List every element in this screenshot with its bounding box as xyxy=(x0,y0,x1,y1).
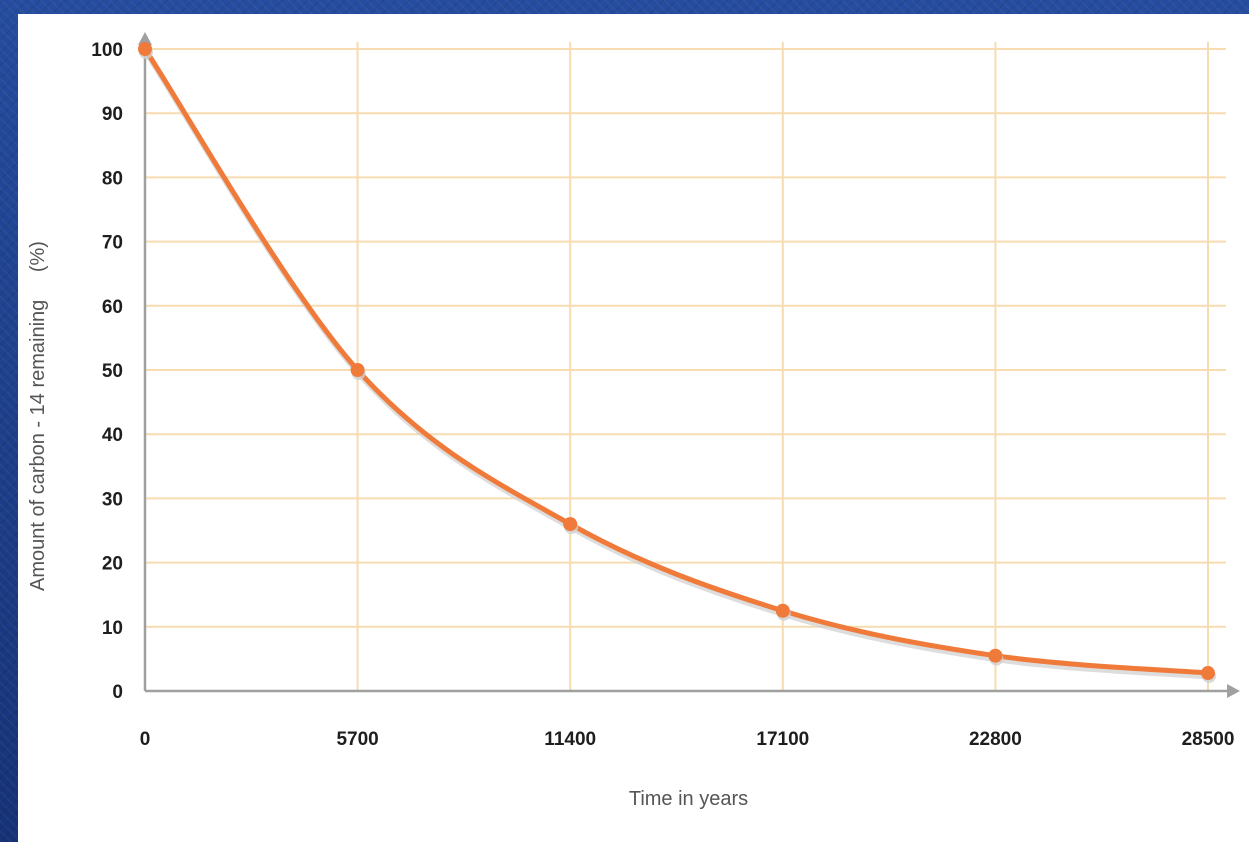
y-tick-label: 90 xyxy=(102,104,123,125)
x-tick-label: 5700 xyxy=(336,729,378,750)
series xyxy=(138,42,1216,684)
data-point xyxy=(988,648,1003,663)
x-tick-labels: 0 5700 11400 17100 22800 28500 xyxy=(140,729,1235,750)
y-tick-label: 60 xyxy=(102,297,123,318)
y-tick-labels: 0 10 20 30 40 50 60 70 80 90 100 xyxy=(91,40,123,703)
x-tick-label: 28500 xyxy=(1182,729,1235,750)
x-tick-label: 0 xyxy=(140,729,151,750)
carbon-decay-chart: 0 10 20 30 40 50 60 70 80 90 100 0 5700 11400 17100 22… xyxy=(27,32,1240,810)
grid xyxy=(145,42,1226,691)
axes xyxy=(138,32,1240,698)
data-point xyxy=(775,603,790,618)
data-point xyxy=(563,517,578,532)
y-axis-arrow-icon xyxy=(138,32,152,45)
y-axis-title-main: Amount of carbon - 14 remaining xyxy=(27,300,49,591)
y-tick-label: 10 xyxy=(102,618,123,639)
y-tick-label: 50 xyxy=(102,361,123,382)
y-tick-label: 20 xyxy=(102,554,123,575)
x-tick-label: 11400 xyxy=(544,729,596,750)
series-line-shadow xyxy=(143,51,1210,680)
y-axis-title-unit: (%) xyxy=(27,241,49,272)
y-axis-title: Amount of carbon - 14 remaining (%) xyxy=(27,241,49,591)
data-point xyxy=(350,363,365,377)
y-tick-label: 80 xyxy=(102,168,123,189)
y-tick-label: 40 xyxy=(102,425,123,446)
chart-panel: 0 10 20 30 40 50 60 70 80 90 100 0 5700 11400 17100 22… xyxy=(18,14,1249,842)
data-point xyxy=(1201,666,1215,681)
x-axis-title: Time in years xyxy=(629,788,748,810)
data-point xyxy=(138,42,152,56)
y-tick-label: 70 xyxy=(102,233,123,254)
y-tick-label: 0 xyxy=(112,682,123,703)
x-tick-label: 22800 xyxy=(969,729,1022,750)
y-tick-label: 100 xyxy=(91,40,123,61)
x-tick-label: 17100 xyxy=(756,729,809,750)
y-tick-label: 30 xyxy=(102,489,123,510)
x-axis-arrow-icon xyxy=(1227,684,1240,698)
